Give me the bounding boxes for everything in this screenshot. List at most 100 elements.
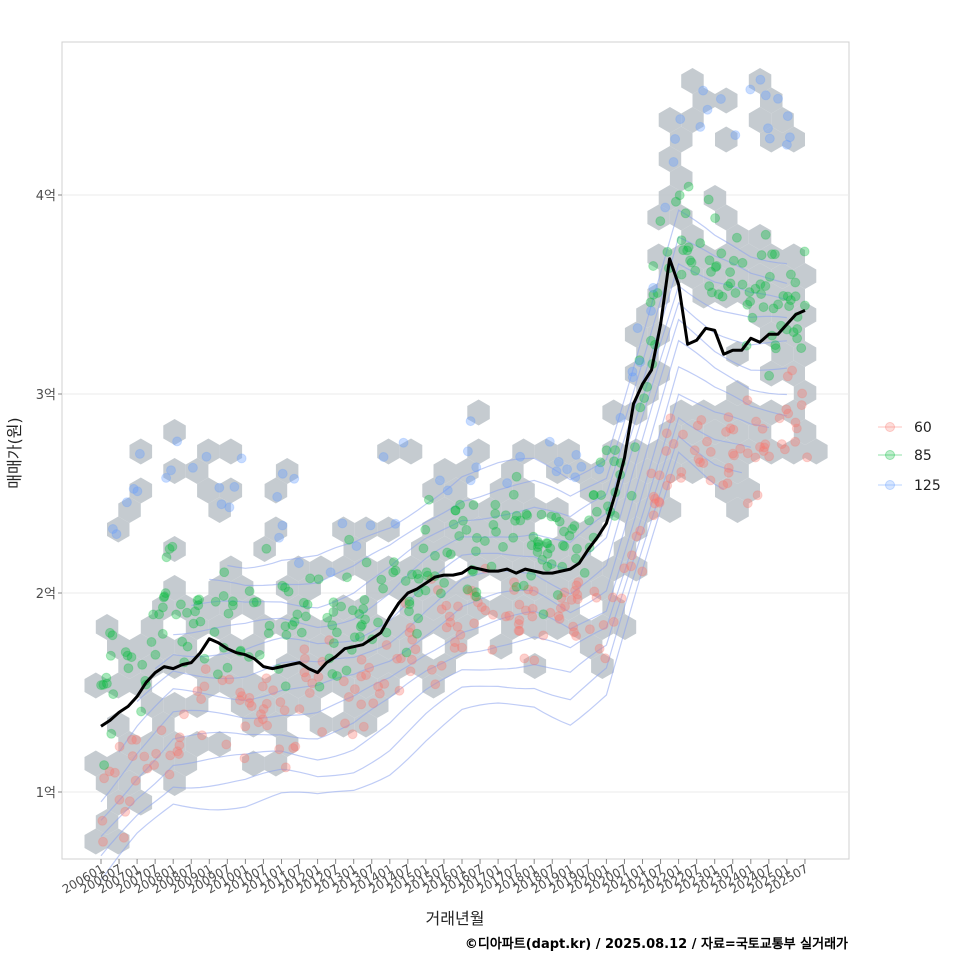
point-60 — [626, 561, 637, 572]
point-85 — [404, 606, 414, 617]
hexbin — [163, 536, 186, 562]
legend: 60 85 125 — [878, 420, 941, 494]
density-contour — [191, 263, 788, 609]
point-85 — [626, 490, 637, 501]
point-60 — [705, 446, 716, 457]
point-85 — [401, 647, 412, 658]
point-60 — [410, 644, 421, 655]
point-85 — [99, 760, 110, 771]
point-85 — [532, 536, 543, 547]
point-125 — [698, 85, 709, 96]
hexbin — [489, 555, 513, 582]
point-60 — [600, 653, 611, 664]
hexbin — [163, 575, 186, 601]
point-60 — [702, 436, 712, 447]
point-85 — [122, 650, 133, 661]
point-60 — [392, 653, 403, 664]
point-85 — [388, 567, 399, 578]
hexbin — [771, 341, 794, 367]
point-60 — [513, 625, 524, 636]
point-85 — [706, 287, 717, 298]
x-axis: 2006012006072007012007072008012008072009… — [60, 859, 810, 897]
point-125 — [166, 465, 176, 476]
point-125 — [695, 121, 706, 132]
hexbin — [298, 575, 321, 601]
point-60 — [164, 769, 175, 780]
point-85 — [327, 620, 338, 631]
point-85 — [468, 500, 479, 510]
hexbin — [377, 672, 400, 699]
point-125 — [764, 133, 775, 144]
point-85 — [532, 542, 543, 553]
point-60 — [757, 423, 768, 434]
point-85 — [554, 516, 565, 527]
hexbin — [388, 614, 411, 640]
point-60 — [662, 480, 673, 491]
point-60 — [253, 717, 264, 728]
hexbin — [140, 692, 164, 718]
hexbin — [95, 770, 119, 796]
point-60 — [104, 766, 115, 777]
point-85 — [209, 627, 220, 637]
point-60 — [556, 593, 567, 603]
point-60 — [661, 428, 672, 439]
hexbin — [489, 594, 513, 621]
hexbin — [152, 633, 175, 660]
point-85 — [542, 538, 553, 549]
hexbin — [467, 594, 490, 621]
point-85 — [770, 340, 781, 351]
hexbin — [748, 224, 772, 250]
point-60 — [742, 395, 753, 406]
point-85 — [670, 196, 681, 207]
point-60 — [406, 654, 417, 665]
hexbin — [287, 594, 310, 621]
hexbin — [399, 438, 423, 465]
point-85 — [336, 601, 347, 612]
hexbin — [715, 399, 738, 426]
point-60 — [779, 444, 790, 455]
point-85 — [177, 636, 188, 647]
hexbin — [726, 224, 749, 250]
point-85 — [157, 602, 168, 613]
point-60 — [513, 619, 524, 629]
point-85 — [188, 618, 199, 629]
point-60 — [235, 695, 245, 706]
point-85 — [785, 269, 796, 280]
point-125 — [515, 451, 526, 462]
point-85 — [760, 281, 771, 291]
point-125 — [398, 437, 409, 448]
point-125 — [594, 464, 605, 475]
point-85 — [263, 628, 274, 639]
hexbin — [692, 243, 715, 270]
hexbin — [95, 809, 119, 835]
hexbin — [242, 594, 265, 621]
point-125 — [378, 452, 389, 462]
hexbin — [118, 653, 141, 679]
point-60 — [649, 498, 660, 509]
point-125 — [214, 482, 225, 493]
point-85 — [154, 609, 165, 620]
hexbin — [107, 672, 130, 699]
point-60 — [347, 729, 358, 740]
point-60 — [566, 594, 577, 605]
point-60 — [787, 365, 798, 376]
point-85 — [159, 591, 170, 602]
point-60 — [469, 590, 480, 601]
point-85 — [413, 573, 424, 584]
point-85 — [137, 659, 148, 670]
point-60 — [196, 694, 207, 705]
point-85 — [500, 510, 511, 521]
hexbin — [377, 438, 400, 465]
point-85 — [609, 456, 620, 467]
hexbin — [309, 555, 333, 582]
point-60 — [258, 704, 269, 714]
point-85 — [101, 678, 112, 689]
hexbin — [422, 594, 445, 621]
hexbin — [512, 516, 535, 543]
point-60 — [430, 679, 441, 690]
hexbin — [467, 516, 490, 543]
point-85 — [686, 257, 697, 268]
point-60 — [436, 660, 447, 671]
point-85 — [683, 242, 694, 253]
